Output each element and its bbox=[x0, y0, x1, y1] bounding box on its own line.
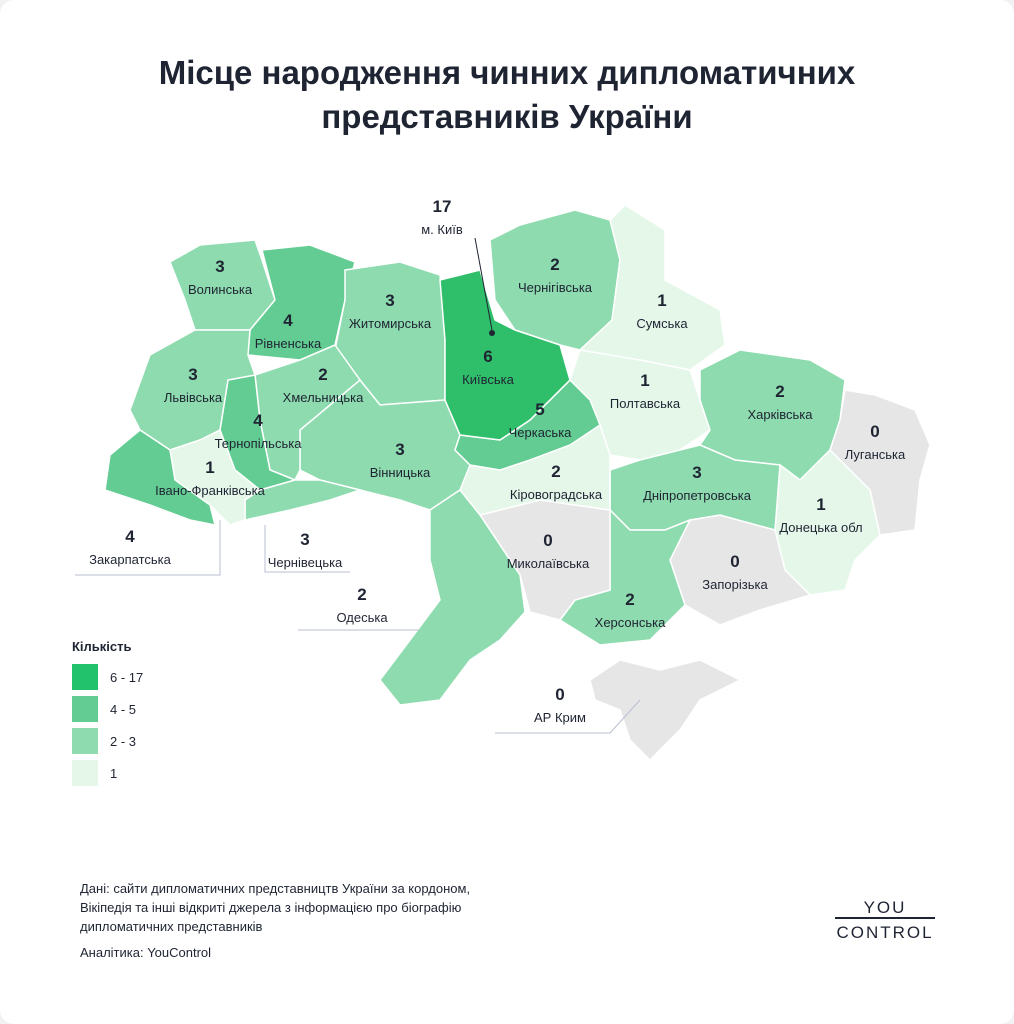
region-name: Полтавська bbox=[610, 396, 681, 411]
region-value: 3 bbox=[188, 365, 197, 384]
region-name: Київська bbox=[462, 372, 514, 387]
source: Дані: сайти дипломатичних представництв … bbox=[80, 881, 470, 896]
region-value: 4 bbox=[125, 527, 135, 546]
region-name: Чернігівська bbox=[518, 280, 593, 295]
region-value: 6 bbox=[483, 347, 492, 366]
credit: Аналітика: YouControl bbox=[80, 945, 211, 960]
legend-swatch bbox=[72, 760, 98, 786]
leader-line bbox=[495, 699, 641, 734]
title: Місце народження чинних дипломатичних bbox=[159, 54, 856, 91]
leader-line bbox=[474, 237, 493, 331]
leader-line bbox=[75, 520, 221, 576]
region-value: 0 bbox=[555, 685, 564, 704]
legend: 6 - 17 4 - 5 2 - 3 1 bbox=[72, 664, 143, 786]
region-value: 3 bbox=[395, 440, 404, 459]
region-name: Запорізька bbox=[702, 577, 768, 592]
region-value: 2 bbox=[357, 585, 366, 604]
region-value: 4 bbox=[253, 411, 263, 430]
region-name: Луганська bbox=[845, 447, 906, 462]
region-value: 3 bbox=[215, 257, 224, 276]
region-name: Дніпропетровська bbox=[643, 488, 752, 503]
region-value: 1 bbox=[640, 371, 649, 390]
region-value: 4 bbox=[283, 311, 293, 330]
region-name: Харківська bbox=[748, 407, 814, 422]
legend-label: 4 - 5 bbox=[110, 702, 136, 717]
region-name: Тернопільська bbox=[215, 436, 303, 451]
region bbox=[379, 488, 526, 706]
city-value: 17 bbox=[433, 197, 452, 216]
region-name: Хмельницька bbox=[283, 390, 364, 405]
region-name: Львівська bbox=[164, 390, 223, 405]
city-marker bbox=[489, 330, 495, 336]
region-value: 3 bbox=[300, 530, 309, 549]
region-name: АР Крим bbox=[534, 710, 586, 725]
logo: YOU bbox=[864, 898, 907, 917]
region-value: 0 bbox=[543, 531, 552, 550]
region-value: 2 bbox=[551, 462, 560, 481]
region-name: Донецька обл bbox=[779, 520, 862, 535]
region bbox=[244, 479, 363, 521]
legend-label: 6 - 17 bbox=[110, 670, 143, 685]
region-value: 3 bbox=[692, 463, 701, 482]
region-name: Черкаська bbox=[509, 425, 573, 440]
region-name: Кіровоградська bbox=[510, 487, 603, 502]
region bbox=[589, 659, 742, 762]
labels: 3 Волинська 4 Рівненська 3 Житомирська 2 Черніг… bbox=[75, 197, 906, 734]
region-name: Волинська bbox=[188, 282, 253, 297]
region bbox=[439, 269, 571, 441]
region-name: Миколаївська bbox=[507, 556, 590, 571]
region bbox=[104, 429, 217, 526]
leader-line bbox=[264, 525, 350, 573]
title: представників України bbox=[321, 98, 692, 135]
region bbox=[129, 329, 256, 451]
region-name: Закарпатська bbox=[89, 552, 172, 567]
region-name: Сумська bbox=[636, 316, 688, 331]
region-name: Херсонська bbox=[595, 615, 666, 630]
legend-title: Кількість bbox=[72, 639, 132, 654]
region-value: 0 bbox=[730, 552, 739, 571]
region-value: 3 bbox=[385, 291, 394, 310]
legend-swatch bbox=[72, 696, 98, 722]
regions bbox=[104, 204, 931, 762]
region-value: 2 bbox=[625, 590, 634, 609]
region-value: 1 bbox=[205, 458, 214, 477]
region-name: Одеська bbox=[336, 610, 388, 625]
legend-swatch bbox=[72, 664, 98, 690]
region-value: 2 bbox=[775, 382, 784, 401]
source: Вікіпедія та інші відкриті джерела з інф… bbox=[80, 900, 462, 915]
region-value: 2 bbox=[318, 365, 327, 384]
region-value: 1 bbox=[816, 495, 825, 514]
legend-swatch bbox=[72, 728, 98, 754]
region-name: Івано-Франківська bbox=[155, 483, 265, 498]
logo: CONTROL bbox=[836, 923, 933, 942]
region bbox=[829, 389, 931, 536]
region-value: 2 bbox=[550, 255, 559, 274]
source: дипломатичних представників bbox=[80, 919, 263, 934]
region-value: 1 bbox=[657, 291, 666, 310]
city-name: м. Київ bbox=[421, 222, 463, 237]
legend-label: 1 bbox=[110, 766, 117, 781]
region-name: Вінницька bbox=[370, 465, 431, 480]
region-value: 0 bbox=[870, 422, 879, 441]
region-name: Чернівецька bbox=[268, 555, 343, 570]
region-value: 5 bbox=[535, 400, 544, 419]
region-name: Житомирська bbox=[349, 316, 432, 331]
legend-label: 2 - 3 bbox=[110, 734, 136, 749]
region-name: Рівненська bbox=[255, 336, 322, 351]
